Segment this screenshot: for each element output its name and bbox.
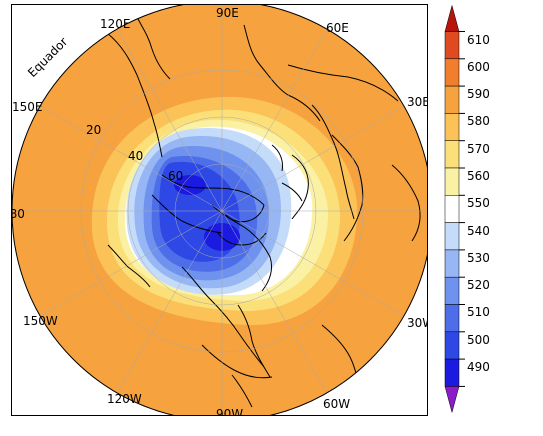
colorbar-bottom-arrow bbox=[444, 386, 460, 414]
colorbar-segment bbox=[444, 85, 460, 114]
colorbar-segment bbox=[444, 195, 460, 223]
label-lon-60W: 60W bbox=[323, 397, 351, 411]
colorbar-segment bbox=[444, 113, 460, 141]
colorbar-segment bbox=[444, 31, 460, 60]
polar-map bbox=[12, 5, 427, 415]
colorbar-segment bbox=[444, 58, 460, 87]
colorbar-tick-510: 510 bbox=[467, 305, 490, 319]
colorbar-tick-580: 580 bbox=[467, 114, 490, 128]
label-lon-120E: 120E bbox=[100, 17, 131, 31]
label-lon-90W: 90W bbox=[216, 407, 244, 416]
label-lon-120W: 120W bbox=[107, 392, 142, 406]
colorbar-segment bbox=[444, 304, 460, 333]
colorbar-tick-600: 600 bbox=[467, 60, 490, 74]
colorbar-segment bbox=[444, 276, 460, 305]
colorbar-tick-610: 610 bbox=[467, 33, 490, 47]
label-lat-60: 60 bbox=[168, 169, 184, 183]
colorbar bbox=[444, 4, 465, 414]
colorbar-segment bbox=[444, 249, 460, 278]
label-lat-20: 20 bbox=[86, 123, 102, 137]
label-lon-90E: 90E bbox=[216, 6, 239, 20]
colorbar-segment bbox=[444, 358, 460, 387]
label-lon-180: 180 bbox=[11, 207, 25, 221]
label-lon-30E: 30E bbox=[407, 95, 428, 109]
map-panel: 90E 120E 60E 30E 150E 180 0 150W 30W 120… bbox=[11, 4, 428, 416]
colorbar-tick-590: 590 bbox=[467, 87, 490, 101]
field-trough-core bbox=[174, 175, 206, 195]
colorbar-tick-530: 530 bbox=[467, 251, 490, 265]
colorbar-segment bbox=[444, 140, 460, 169]
colorbar-segment bbox=[444, 167, 460, 196]
colorbar-top-arrow bbox=[444, 4, 460, 32]
colorbar-segment bbox=[444, 331, 460, 360]
colorbar-segment bbox=[444, 222, 460, 251]
colorbar-tick-560: 560 bbox=[467, 169, 490, 183]
label-lon-60E: 60E bbox=[326, 21, 349, 35]
graticule bbox=[12, 5, 427, 415]
label-lon-150E: 150E bbox=[12, 100, 43, 114]
colorbar-tick-570: 570 bbox=[467, 142, 490, 156]
colorbar-tick-540: 540 bbox=[467, 224, 490, 238]
colorbar-tick-520: 520 bbox=[467, 278, 490, 292]
label-lon-150W: 150W bbox=[23, 314, 58, 328]
colorbar-tick-500: 500 bbox=[467, 333, 490, 347]
label-lat-40: 40 bbox=[128, 149, 144, 163]
label-lon-30W: 30W bbox=[407, 316, 427, 330]
colorbar-tick-550: 550 bbox=[467, 196, 490, 210]
colorbar-tick-490: 490 bbox=[467, 360, 490, 374]
